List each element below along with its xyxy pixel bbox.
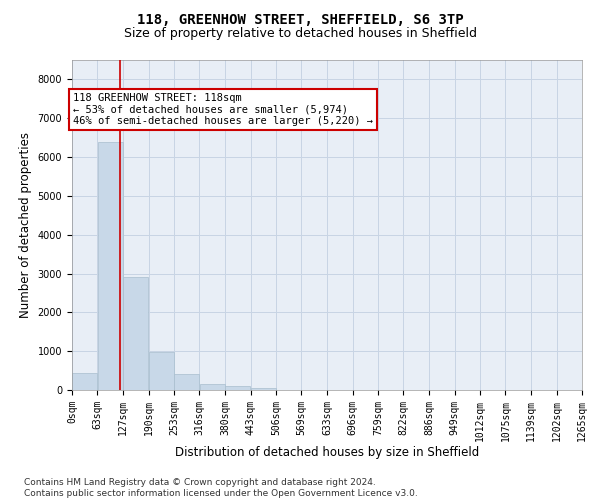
Text: 118, GREENHOW STREET, SHEFFIELD, S6 3TP: 118, GREENHOW STREET, SHEFFIELD, S6 3TP [137,12,463,26]
Bar [226,386,250,390]
Text: 118 GREENHOW STREET: 118sqm
← 53% of detached houses are smaller (5,974)
46% of : 118 GREENHOW STREET: 118sqm ← 53% of det… [73,93,373,126]
Text: Contains HM Land Registry data © Crown copyright and database right 2024.
Contai: Contains HM Land Registry data © Crown c… [24,478,418,498]
Bar [72,374,97,390]
Bar [174,374,199,390]
Bar [200,384,225,390]
Bar [98,142,123,390]
Bar [251,388,276,390]
Bar [124,276,148,390]
Bar [149,352,174,390]
X-axis label: Distribution of detached houses by size in Sheffield: Distribution of detached houses by size … [175,446,479,460]
Text: Size of property relative to detached houses in Sheffield: Size of property relative to detached ho… [124,28,476,40]
Y-axis label: Number of detached properties: Number of detached properties [19,132,32,318]
